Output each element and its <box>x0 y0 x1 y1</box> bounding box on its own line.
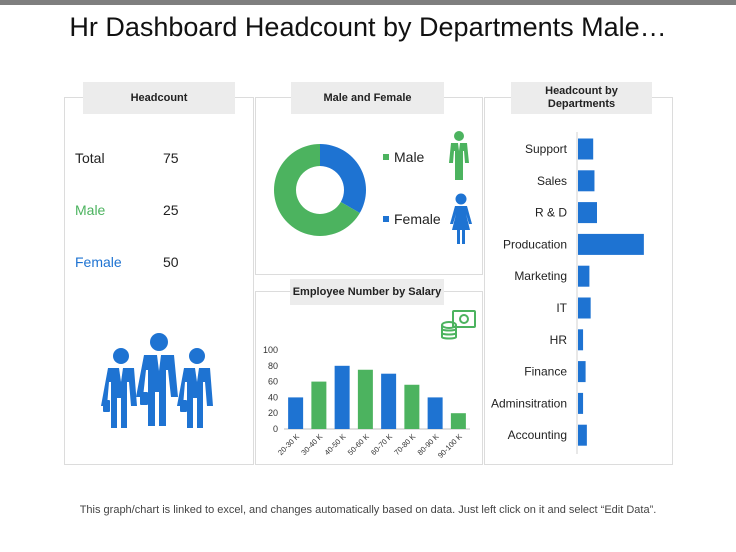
salary-xtick-label: 90-100 K <box>436 432 464 460</box>
money-coins-icon <box>441 310 476 340</box>
salary-ytick-label: 80 <box>268 361 278 371</box>
headcount-value: 50 <box>163 254 179 270</box>
salary-bar <box>357 369 373 429</box>
salary-ytick-label: 20 <box>268 408 278 418</box>
salary-ytick-label: 60 <box>268 377 278 387</box>
salary-xtick-label: 70-80 K <box>392 432 417 457</box>
donut-slice-male <box>320 144 366 213</box>
headcount-tab: Headcount <box>83 82 235 114</box>
salary-bar <box>334 365 350 429</box>
dept-label: Adminsitration <box>491 396 567 410</box>
headcount-label: Female <box>75 254 122 270</box>
male-person-icon <box>449 131 469 180</box>
headcount-row-male: Male 25 <box>75 202 225 222</box>
headcount-label: Total <box>75 150 105 166</box>
legend-female-label: Female <box>394 211 441 227</box>
salary-xtick-label: 50-60 K <box>346 432 371 457</box>
dept-bar <box>578 392 584 414</box>
salary-bar <box>427 397 443 429</box>
dept-bar <box>578 329 584 351</box>
legend-female: Female <box>383 211 441 227</box>
dept-bar <box>578 202 597 224</box>
top-bar <box>0 0 736 5</box>
dept-label: IT <box>556 301 567 315</box>
salary-xtick-label: 40-50 K <box>323 432 348 457</box>
salary-ytick-label: 0 <box>273 424 278 434</box>
salary-xtick-label: 60-70 K <box>369 432 394 457</box>
gender-tab: Male and Female <box>291 82 444 114</box>
salary-bar <box>288 397 304 429</box>
departments-tab: Headcount by Departments <box>511 82 652 114</box>
dept-label: R & D <box>535 206 567 220</box>
dept-label: Support <box>525 142 568 156</box>
page-title: Hr Dashboard Headcount by Departments Ma… <box>69 12 667 42</box>
departments-bar-chart: Support Sales R & D Producation Marketing IT H… <box>491 132 644 454</box>
salary-ytick-label: 100 <box>263 345 278 355</box>
legend-female-swatch <box>383 216 389 222</box>
donut-slice-female <box>274 144 360 236</box>
headcount-value: 75 <box>163 150 179 166</box>
salary-bar <box>404 384 420 429</box>
salary-xtick-label: 20-30 K <box>276 432 301 457</box>
salary-bar <box>450 413 466 429</box>
salary-bar <box>381 373 397 429</box>
salary-bar <box>311 381 327 429</box>
legend-male-label: Male <box>394 149 425 165</box>
headcount-label: Male <box>75 202 106 218</box>
female-person-icon <box>450 193 472 244</box>
salary-bar-chart: 0 20 40 60 80 100 20-30 K30-40 K40-50 K50-60 K… <box>263 345 470 460</box>
dept-label: Sales <box>537 174 567 188</box>
dept-label: Accounting <box>508 428 567 442</box>
dept-label: Finance <box>524 365 567 379</box>
headcount-value: 25 <box>163 202 179 218</box>
headcount-row-female: Female 50 <box>75 254 225 274</box>
dept-label: HR <box>550 333 568 347</box>
dept-bar <box>578 170 595 192</box>
salary-tab: Employee Number by Salary <box>290 279 444 305</box>
legend-male-swatch <box>383 154 389 160</box>
headcount-row-total: Total 75 <box>75 150 225 170</box>
footer-note: This graph/chart is linked to excel, and… <box>79 504 657 516</box>
dept-bar <box>578 361 586 383</box>
gender-donut-chart <box>274 144 366 236</box>
legend-male: Male <box>383 149 424 165</box>
dept-label: Marketing <box>514 269 567 283</box>
dept-bar <box>578 297 591 319</box>
dept-bar <box>578 138 594 160</box>
business-team-icon <box>101 333 213 428</box>
dept-bar <box>578 265 590 287</box>
salary-xtick-label: 30-40 K <box>299 432 324 457</box>
dept-label: Producation <box>503 237 567 251</box>
dept-bar <box>578 424 587 446</box>
dept-bar <box>578 233 644 255</box>
salary-ytick-label: 40 <box>268 392 278 402</box>
